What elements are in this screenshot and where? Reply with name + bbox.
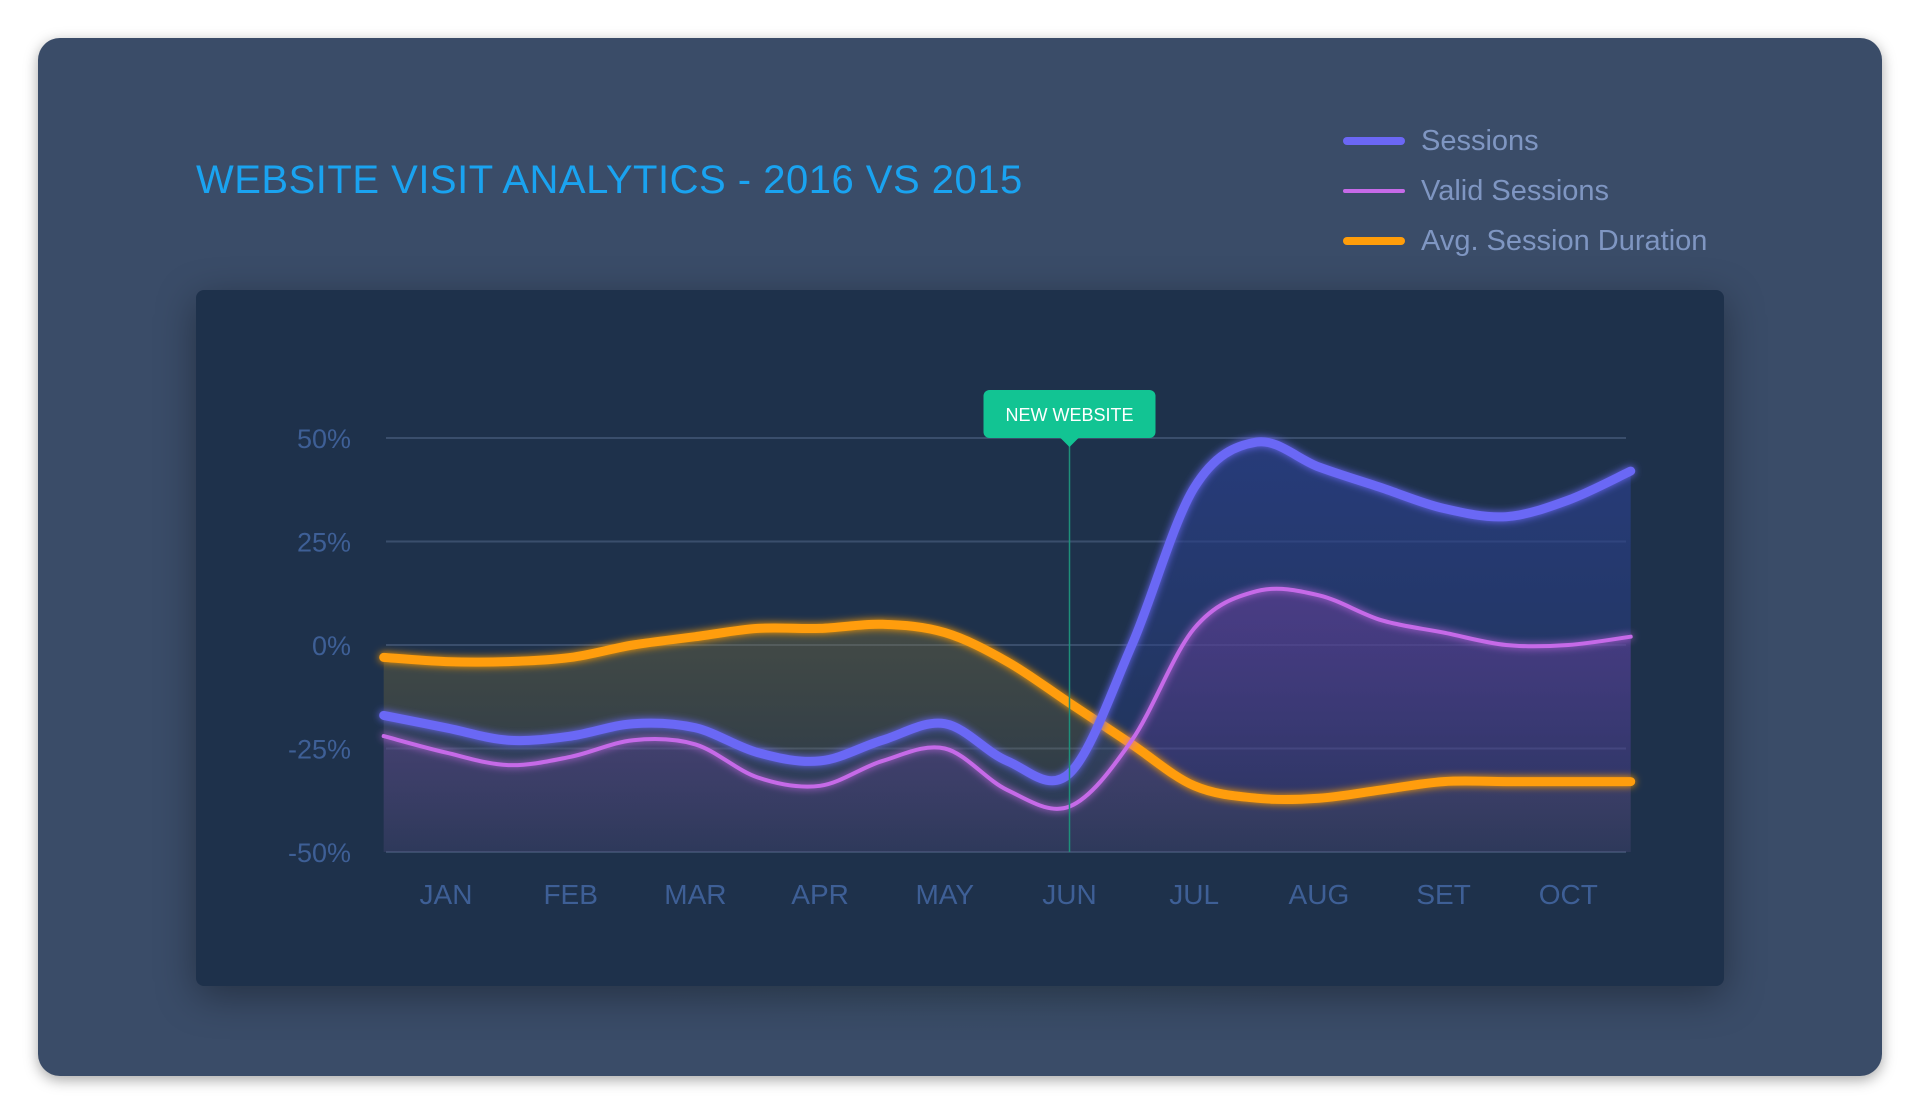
legend-swatch-valid-sessions bbox=[1343, 189, 1405, 193]
y-tick-label: -25% bbox=[288, 735, 351, 765]
y-tick-label: -50% bbox=[288, 838, 351, 868]
x-tick-label: JUL bbox=[1169, 879, 1219, 910]
area-fill-valid-sessions bbox=[383, 588, 1631, 852]
y-tick-label: 25% bbox=[297, 528, 351, 558]
x-tick-label: APR bbox=[791, 879, 849, 910]
x-tick-label: MAY bbox=[915, 879, 974, 910]
annotation-badge[interactable] bbox=[983, 390, 1156, 438]
annotation-label: NEW WEBSITE bbox=[1005, 405, 1133, 425]
series-fills bbox=[383, 441, 1631, 852]
legend-item-valid-sessions[interactable]: Valid Sessions bbox=[1343, 166, 1707, 216]
chart-title: WEBSITE VISIT ANALYTICS - 2016 VS 2015 bbox=[196, 158, 1023, 202]
legend-swatch-avg-session-duration bbox=[1343, 237, 1405, 245]
annotation-pointer bbox=[1060, 438, 1079, 447]
legend: Sessions Valid Sessions Avg. Session Dur… bbox=[1343, 116, 1707, 266]
annotation: NEW WEBSITE bbox=[983, 390, 1156, 852]
x-tick-label: JUN bbox=[1042, 879, 1096, 910]
y-tick-label: 50% bbox=[297, 424, 351, 454]
x-tick-label: AUG bbox=[1289, 879, 1350, 910]
legend-label-sessions: Sessions bbox=[1421, 124, 1539, 157]
axis-labels: 50% 25% 0% -25% -50% JAN FEB MAR APR MAY JUN JUL AUG… bbox=[288, 424, 1598, 910]
x-tick-label: SET bbox=[1416, 879, 1470, 910]
series-line-avg-session-duration[interactable] bbox=[379, 619, 1636, 805]
legend-item-avg-session-duration[interactable]: Avg. Session Duration bbox=[1343, 216, 1707, 266]
legend-item-sessions[interactable]: Sessions bbox=[1343, 116, 1707, 166]
legend-label-avg-session-duration: Avg. Session Duration bbox=[1421, 224, 1708, 257]
series-lines bbox=[379, 437, 1636, 811]
x-tick-label: FEB bbox=[543, 879, 597, 910]
legend-swatch-sessions bbox=[1343, 137, 1405, 145]
series-line-sessions[interactable] bbox=[379, 437, 1636, 786]
line-chart: NEW WEBSITE 50% 25% 0% -25% -50% JAN FEB MAR APR… bbox=[288, 390, 1636, 910]
y-tick-label: 0% bbox=[312, 631, 351, 661]
plot-panel: NEW WEBSITE 50% 25% 0% -25% -50% JAN FEB MAR APR… bbox=[196, 290, 1724, 986]
x-tick-label: JAN bbox=[420, 879, 473, 910]
x-tick-label: MAR bbox=[664, 879, 726, 910]
legend-label-valid-sessions: Valid Sessions bbox=[1421, 174, 1610, 207]
series-line-valid-sessions[interactable] bbox=[381, 586, 1633, 811]
x-tick-label: OCT bbox=[1539, 879, 1598, 910]
chart-card: WEBSITE VISIT ANALYTICS - 2016 VS 2015 S… bbox=[38, 38, 1882, 1076]
